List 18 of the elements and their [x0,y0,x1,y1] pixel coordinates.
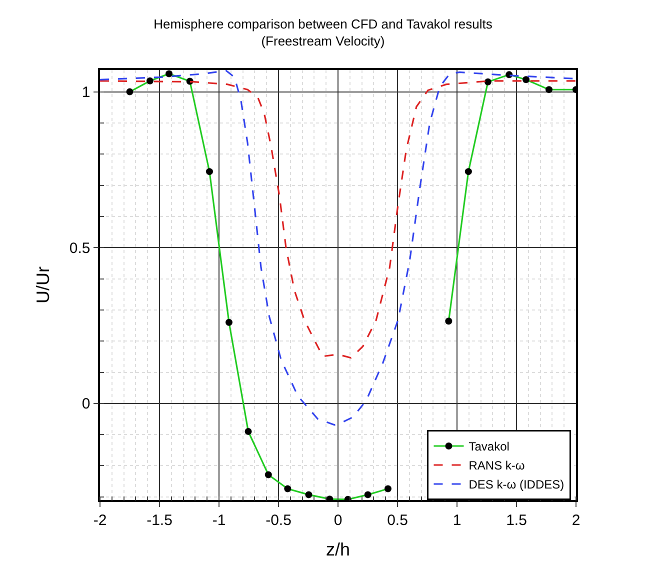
x-tick-label: -2 [93,512,107,529]
x-tick-label: 1 [452,512,462,529]
x-axis-title: z/h [326,539,350,560]
legend-label: RANS k-ω [468,458,525,473]
y-tick-label: 0.5 [69,240,90,257]
chart-title: Hemisphere comparison between CFD and Tavakol results (Freestream Velocity) [154,16,493,48]
legend-label: Tavakol [468,440,510,454]
x-tick-label: 2 [572,512,580,529]
x-tick-label: 0 [334,512,342,529]
x-tick-label: 0.5 [387,512,408,529]
y-axis-title: U/Ur [33,266,54,304]
y-tick-label: 0 [82,396,90,413]
x-tick-label: -1 [212,512,226,529]
y-tick-label: 1 [82,84,90,102]
x-tick-label: -0.5 [266,512,292,529]
legend-label: DES k-ω (IDDES) [468,478,564,492]
x-tick-label: -1.5 [146,512,172,529]
x-tick-label: 1.5 [506,512,527,529]
